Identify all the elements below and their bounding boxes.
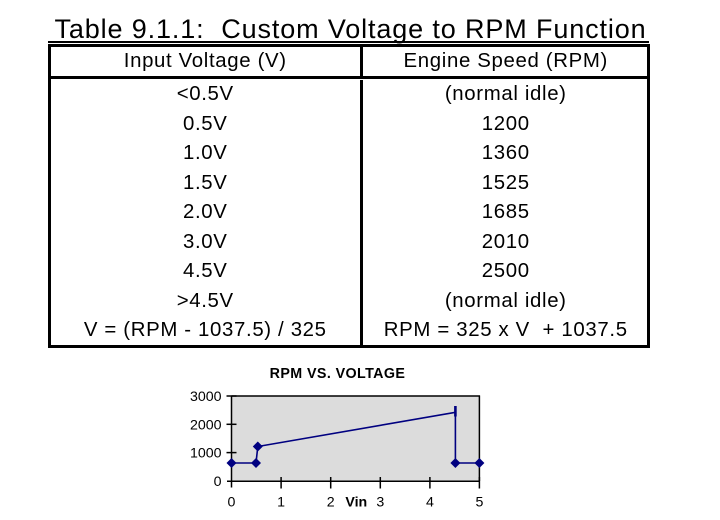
svg-text:0: 0	[228, 494, 236, 510]
svg-text:4: 4	[426, 494, 434, 510]
svg-text:Vin: Vin	[345, 494, 367, 510]
svg-text:2: 2	[327, 494, 335, 510]
svg-text:0: 0	[214, 474, 222, 490]
svg-text:1000: 1000	[190, 446, 222, 462]
svg-text:5: 5	[475, 494, 483, 510]
svg-text:3: 3	[376, 494, 384, 510]
svg-text:1: 1	[277, 494, 285, 510]
svg-text:2000: 2000	[190, 417, 222, 433]
svg-text:RPM VS. VOLTAGE: RPM VS. VOLTAGE	[270, 366, 406, 382]
svg-text:3000: 3000	[190, 389, 222, 405]
